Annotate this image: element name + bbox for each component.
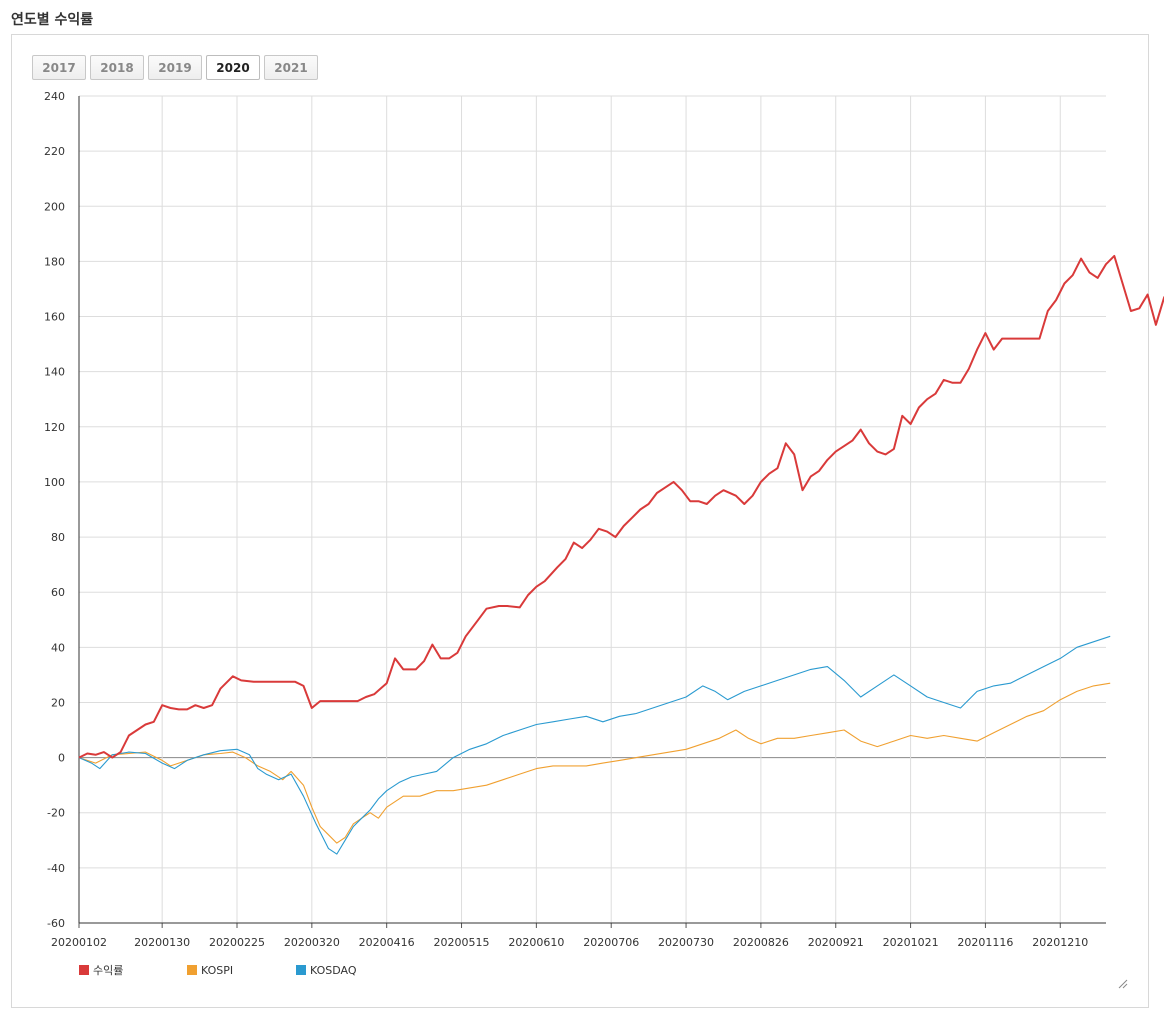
- y-tick-label: 180: [44, 255, 65, 268]
- x-tick-label: 20200320: [284, 936, 340, 949]
- legend-swatch-kospi: [187, 965, 197, 975]
- x-tick-label: 20200416: [359, 936, 415, 949]
- x-tick-label: 20200102: [51, 936, 107, 949]
- y-tick-label: 0: [58, 752, 65, 765]
- y-tick-label: 200: [44, 200, 65, 213]
- x-tick-label: 20201116: [957, 936, 1013, 949]
- legend-label: KOSDAQ: [310, 964, 357, 977]
- y-tick-label: 160: [44, 311, 65, 324]
- year-tabs: 2017 2018 2019 2020 2021: [32, 55, 318, 80]
- x-tick-label: 20200225: [209, 936, 265, 949]
- year-tab-2021[interactable]: 2021: [264, 55, 318, 80]
- legend-swatch-returns: [79, 965, 89, 975]
- y-tick-label: 100: [44, 476, 65, 489]
- y-tick-label: 220: [44, 145, 65, 158]
- legend-label: 수익률: [93, 964, 123, 977]
- y-tick-label: 240: [44, 90, 65, 103]
- y-tick-label: -20: [47, 807, 65, 820]
- year-tab-2020[interactable]: 2020: [206, 55, 260, 80]
- series-line-kospi: [78, 682, 1111, 844]
- y-tick-label: 40: [51, 641, 65, 654]
- y-tick-label: -40: [47, 862, 65, 875]
- y-tick-label: 140: [44, 366, 65, 379]
- legend-label: KOSPI: [201, 964, 233, 977]
- page-title: 연도별 수익률: [11, 12, 94, 28]
- series-line-kosdaq: [78, 635, 1111, 855]
- x-tick-label: 20200610: [508, 936, 564, 949]
- y-tick-label: 120: [44, 421, 65, 434]
- year-tab-2017[interactable]: 2017: [32, 55, 86, 80]
- y-tick-label: 60: [51, 586, 65, 599]
- x-tick-label: 20201210: [1032, 936, 1088, 949]
- x-tick-label: 20200706: [583, 936, 639, 949]
- legend-swatch-kosdaq: [296, 965, 306, 975]
- y-tick-label: 20: [51, 696, 65, 709]
- y-tick-label: 80: [51, 531, 65, 544]
- year-tab-2018[interactable]: 2018: [90, 55, 144, 80]
- x-tick-label: 20200826: [733, 936, 789, 949]
- y-tick-label: -60: [47, 917, 65, 930]
- chart-panel: [11, 34, 1149, 1008]
- x-tick-label: 20200515: [434, 936, 490, 949]
- x-tick-label: 20200921: [808, 936, 864, 949]
- year-tab-2019[interactable]: 2019: [148, 55, 202, 80]
- x-tick-label: 20200130: [134, 936, 190, 949]
- x-tick-label: 20200730: [658, 936, 714, 949]
- x-tick-label: 20201021: [883, 936, 939, 949]
- series-line-returns: [78, 254, 1164, 759]
- resize-grip-icon[interactable]: [1116, 977, 1128, 989]
